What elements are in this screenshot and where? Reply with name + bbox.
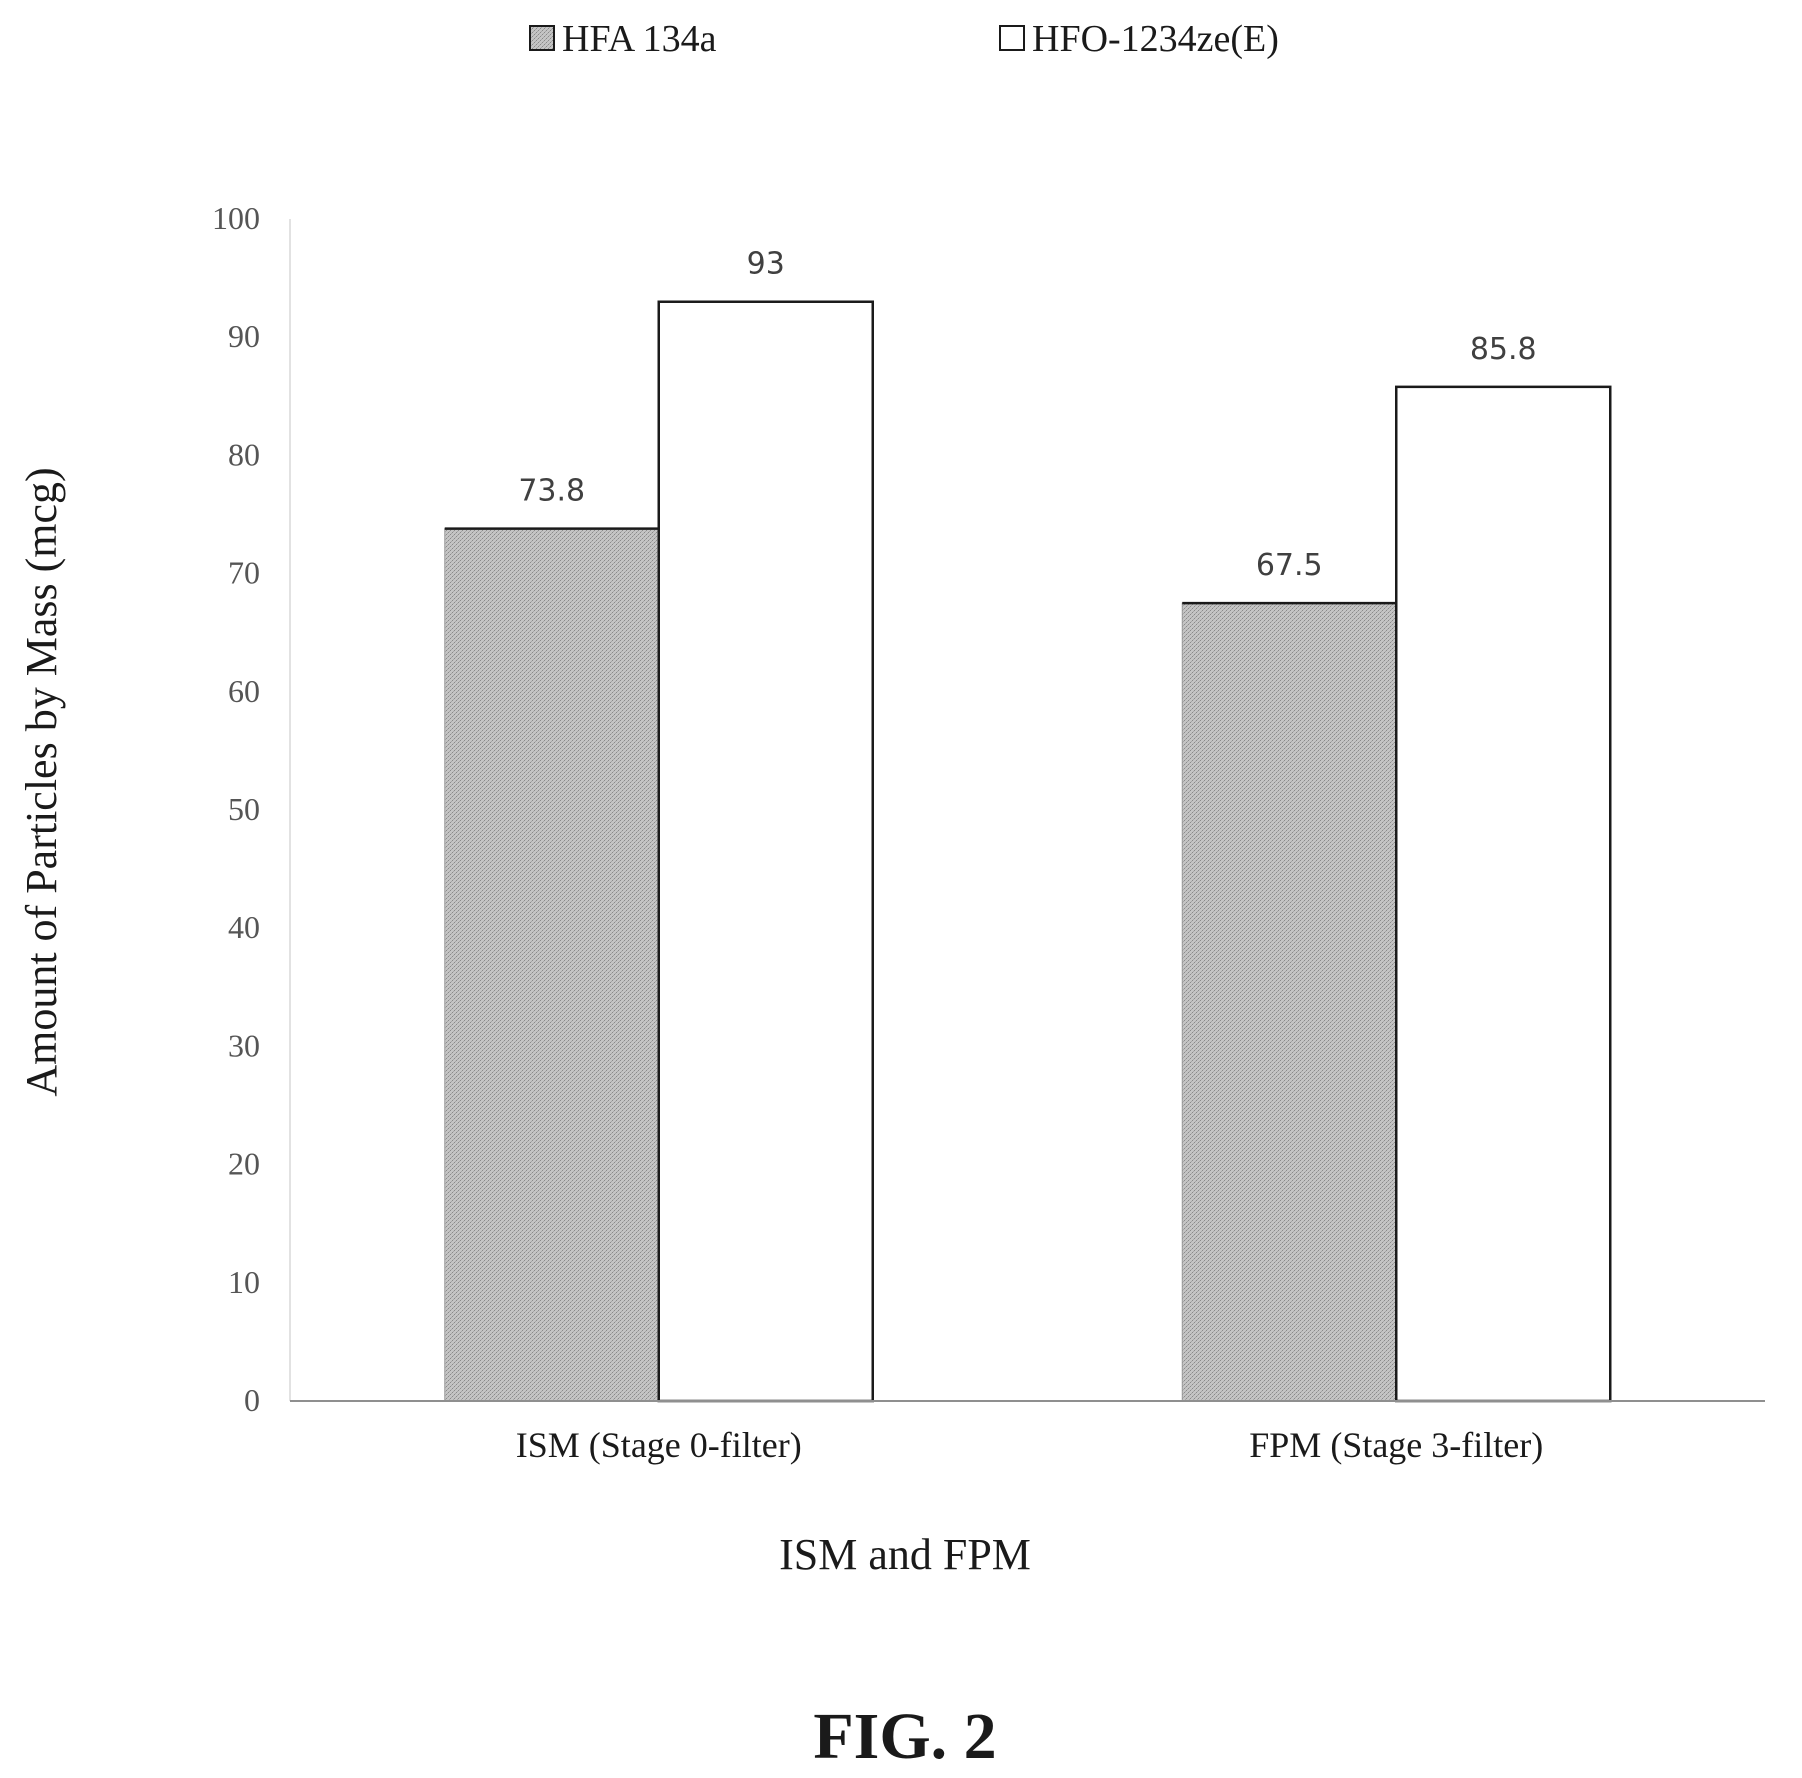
legend-label-hfa-134a: HFA 134a xyxy=(562,18,717,60)
data-label: 67.5 xyxy=(1256,548,1323,583)
x-axis: ISM (Stage 0-filter) FPM (Stage 3-filter) xyxy=(290,1400,1765,1465)
x-tick-label: FPM (Stage 3-filter) xyxy=(1249,1425,1543,1465)
y-tick-label: 20 xyxy=(228,1146,260,1182)
y-tick-label: 100 xyxy=(212,200,260,236)
y-tick-label: 70 xyxy=(228,555,260,591)
y-tick-label: 80 xyxy=(228,436,260,472)
y-tick-label: 90 xyxy=(228,318,260,354)
y-tick-label: 0 xyxy=(244,1382,260,1418)
y-tick-label: 30 xyxy=(228,1027,260,1063)
legend: HFA 134a HFO-1234ze(E) xyxy=(529,18,1279,60)
bar-hfa-134a-fpm xyxy=(1181,602,1397,1402)
bars xyxy=(444,300,1612,1403)
data-labels: 73.8 93 67.5 85.8 xyxy=(518,247,1536,583)
y-tick-label: 40 xyxy=(228,909,260,945)
data-label: 73.8 xyxy=(518,474,585,509)
y-tick-label: 10 xyxy=(228,1264,260,1300)
x-axis-title: ISM and FPM xyxy=(779,1530,1031,1579)
y-axis: 0 10 20 30 40 50 60 70 80 90 100 xyxy=(212,200,291,1418)
legend-swatch-hfo-1234ze-e xyxy=(999,25,1025,51)
legend-swatch-hfa-134a xyxy=(529,25,555,51)
bar-hfo-1234ze-e-ism xyxy=(657,300,874,1403)
data-label: 85.8 xyxy=(1470,332,1537,367)
y-tick-label: 50 xyxy=(228,791,260,827)
x-tick-label: ISM (Stage 0-filter) xyxy=(516,1425,802,1465)
y-axis-title: Amount of Particles by Mass (mcg) xyxy=(17,467,66,1096)
y-tick-label: 60 xyxy=(228,673,260,709)
data-label: 93 xyxy=(747,247,785,282)
bar-hfa-134a-ism xyxy=(444,528,660,1402)
figure-caption: FIG. 2 xyxy=(813,1700,996,1773)
legend-label-hfo-1234ze-e: HFO-1234ze(E) xyxy=(1032,18,1279,60)
bar-hfo-1234ze-e-fpm xyxy=(1395,385,1612,1403)
